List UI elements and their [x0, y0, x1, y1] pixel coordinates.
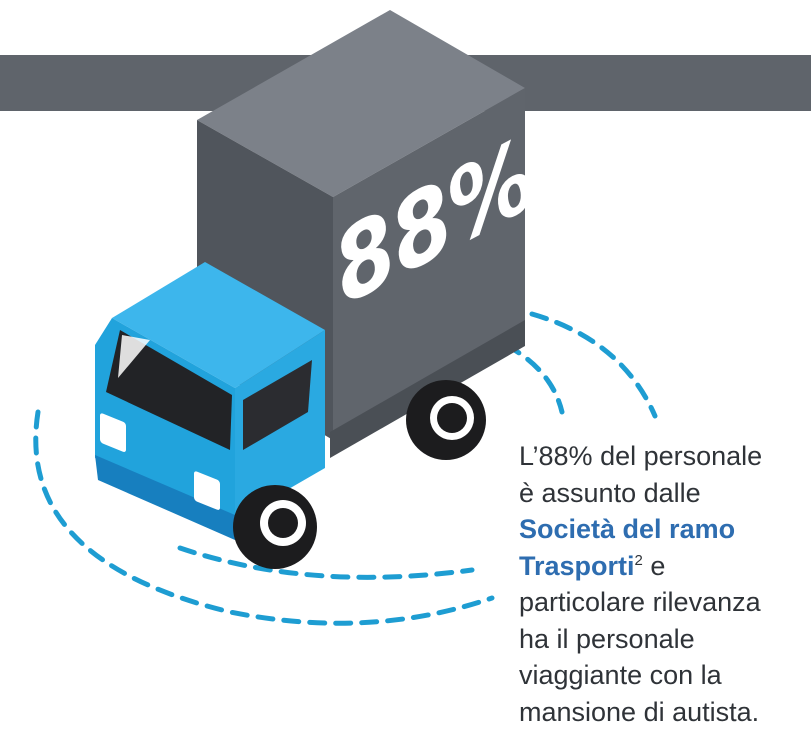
caption: L’88% del personale è assunto dalle Soci… — [519, 438, 811, 730]
arc-inner-right — [503, 342, 565, 415]
headlight-right — [194, 471, 220, 510]
windshield — [106, 330, 232, 450]
side-window — [243, 360, 312, 450]
arc-inner-left — [177, 545, 475, 580]
arc-outer-left — [33, 409, 495, 626]
caption-line: e — [650, 550, 666, 581]
caption-line: viaggiante con la — [519, 660, 722, 690]
caption-line: è assunto dalle — [519, 477, 701, 508]
front-hub-center — [268, 508, 298, 538]
arc-outer-right — [529, 311, 658, 419]
cab-roof — [112, 262, 325, 388]
highlight: Trasporti — [519, 550, 635, 581]
caption-line: particolare rilevanza — [519, 587, 761, 617]
caption-line: L’88% del personale — [519, 441, 763, 471]
windshield-glare — [118, 335, 150, 378]
caption-line: mansione di autista. — [519, 696, 760, 727]
box-right — [333, 88, 525, 432]
highlight: Società del ramo — [519, 514, 736, 544]
headlight-left — [100, 413, 126, 452]
rear-hub-center — [437, 403, 467, 433]
cab-bumper — [95, 455, 235, 540]
caption-line: ha il personale — [519, 623, 695, 654]
box-top — [197, 10, 525, 197]
footnote-ref: 2 — [634, 551, 643, 569]
